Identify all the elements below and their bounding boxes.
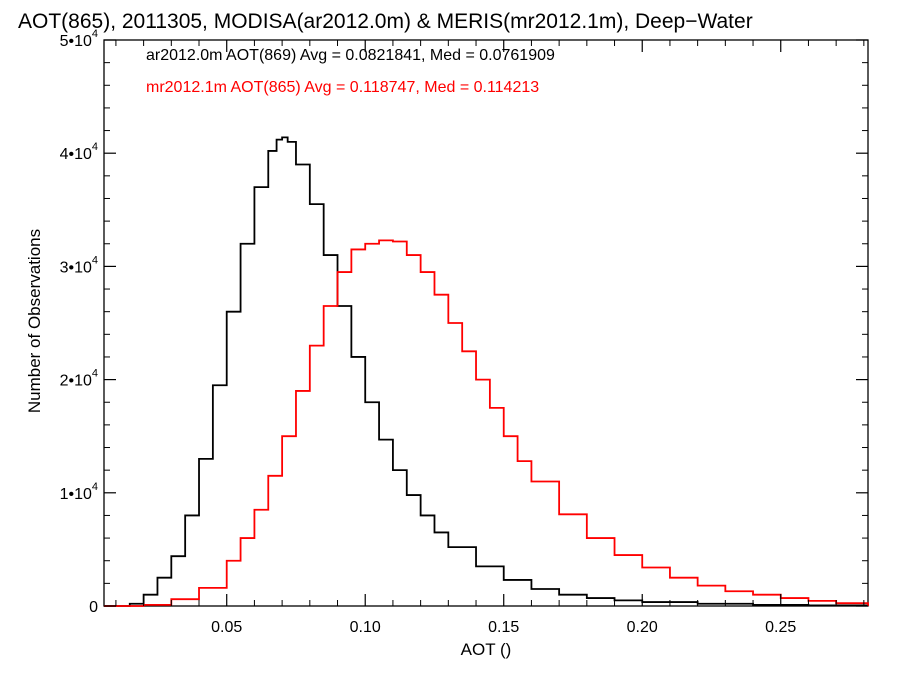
series-layer xyxy=(104,136,869,607)
x-tick-label: 0.15 xyxy=(488,619,519,636)
x-tick-label: 0.20 xyxy=(627,619,658,636)
y-tick-label: 1•104 xyxy=(60,481,98,503)
x-tick-label: 0.10 xyxy=(350,619,381,636)
plot-area: 0.05 0.10 0.15 0.20 0.25 0 1•104 2•104 3•104 4•10… xyxy=(60,28,869,636)
x-tick-label: 0.25 xyxy=(765,619,796,636)
legend: ar2012.0m AOT(869) Avg = 0.0821841, Med … xyxy=(146,47,555,96)
y-tick-label: 4•104 xyxy=(60,141,98,163)
plot-frame xyxy=(103,39,869,607)
series-modisa-line xyxy=(104,136,869,607)
y-tick-label: 0 xyxy=(89,599,98,616)
y-tick-label: 5•104 xyxy=(60,28,98,50)
y-tick-label: 3•104 xyxy=(60,254,98,276)
y-tick-label: 2•104 xyxy=(60,368,98,390)
legend-entry-modisa: ar2012.0m AOT(869) Avg = 0.0821841, Med … xyxy=(146,47,555,64)
chart-title: AOT(865), 2011305, MODISA(ar2012.0m) & M… xyxy=(18,10,753,33)
ticks-layer: 0.05 0.10 0.15 0.20 0.25 0 1•104 2•104 3•104 4•10… xyxy=(60,28,868,636)
legend-entry-meris: mr2012.1m AOT(865) Avg = 0.118747, Med =… xyxy=(146,79,539,96)
x-tick-label: 0.05 xyxy=(211,619,242,636)
x-axis-label: AOT () xyxy=(461,640,512,659)
series-meris-line xyxy=(104,239,869,607)
y-axis-label: Number of Observations xyxy=(25,229,44,413)
